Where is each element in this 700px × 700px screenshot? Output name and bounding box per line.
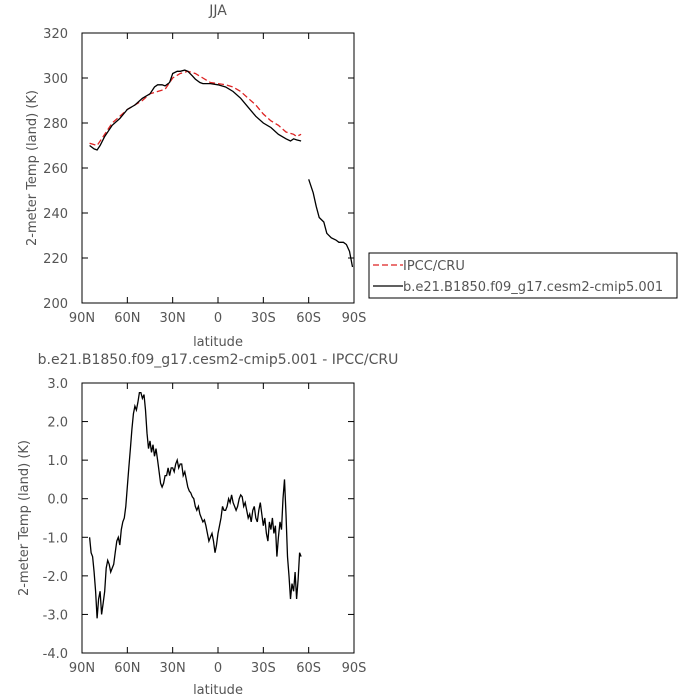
y-tick-label: 260: [43, 162, 68, 177]
series-line-1-0: [88, 391, 302, 619]
legend-label-model: b.e21.B1850.f09_g17.cesm2-cmip5.001: [403, 280, 663, 295]
x-tick-label: 60S: [296, 661, 321, 676]
y-tick-label: 320: [43, 27, 68, 42]
top-x-axis-label: latitude: [193, 335, 243, 350]
top-panel: JJA 200 220 240 260 280 300 320 90N 60N 30N 0 30S 6…: [25, 3, 366, 350]
top-y-axis-label: 2-meter Temp (land) (K): [25, 90, 40, 246]
y-tick-label: 0.0: [47, 493, 68, 508]
top-chart-title: JJA: [208, 3, 227, 19]
y-tick-label: -1.0: [43, 531, 68, 546]
x-tick-label: 90N: [69, 311, 95, 326]
bottom-chart-title: b.e21.B1850.f09_g17.cesm2-cmip5.001 - IP…: [38, 352, 399, 368]
y-tick-label: 300: [43, 72, 68, 87]
y-tick-label: -2.0: [43, 570, 68, 585]
bottom-x-ticks: 90N 60N 30N 0 30S 60S 90S: [69, 383, 367, 676]
legend: IPCC/CRU b.e21.B1850.f09_g17.cesm2-cmip5…: [368, 252, 678, 299]
x-tick-label: 0: [214, 311, 222, 326]
y-tick-label: 200: [43, 297, 68, 312]
bottom-x-axis-label: latitude: [193, 683, 243, 698]
x-tick-label: 90S: [342, 661, 367, 676]
x-tick-label: 0: [214, 661, 222, 676]
y-tick-label: 240: [43, 207, 68, 222]
y-tick-label: 3.0: [47, 377, 68, 392]
y-tick-label: 220: [43, 252, 68, 267]
bottom-panel: b.e21.B1850.f09_g17.cesm2-cmip5.001 - IP…: [17, 352, 398, 698]
bottom-series-lines: [88, 391, 302, 619]
top-x-ticks: 90N 60N 30N 0 30S 60S 90S: [69, 33, 367, 326]
x-tick-label: 30N: [160, 311, 186, 326]
x-tick-label: 60S: [296, 311, 321, 326]
x-tick-label: 30N: [160, 661, 186, 676]
bottom-plot-frame: [81, 382, 355, 654]
top-y-ticks: 200 220 240 260 280 300 320: [43, 27, 354, 312]
series-line-0-1: [89, 69, 354, 268]
series-line-0-0: [89, 70, 302, 147]
x-tick-label: 60N: [114, 661, 140, 676]
legend-box: [368, 252, 678, 299]
y-tick-label: -4.0: [43, 647, 68, 662]
y-tick-label: 280: [43, 117, 68, 132]
top-plot-frame: [81, 32, 355, 304]
y-tick-label: 1.0: [47, 454, 68, 469]
x-tick-label: 30S: [251, 311, 276, 326]
top-series-lines: [89, 69, 354, 268]
x-tick-label: 90N: [69, 661, 95, 676]
legend-label-ipcc: IPCC/CRU: [403, 259, 465, 274]
y-tick-label: 2.0: [47, 416, 68, 431]
x-tick-label: 90S: [342, 311, 367, 326]
x-tick-label: 30S: [251, 661, 276, 676]
bottom-y-axis-label: 2-meter Temp (land) (K): [17, 440, 32, 596]
x-tick-label: 60N: [114, 311, 140, 326]
bottom-y-ticks: -4.0 -3.0 -2.0 -1.0 0.0 1.0 2.0 3.0: [43, 377, 354, 662]
y-tick-label: -3.0: [43, 608, 68, 623]
